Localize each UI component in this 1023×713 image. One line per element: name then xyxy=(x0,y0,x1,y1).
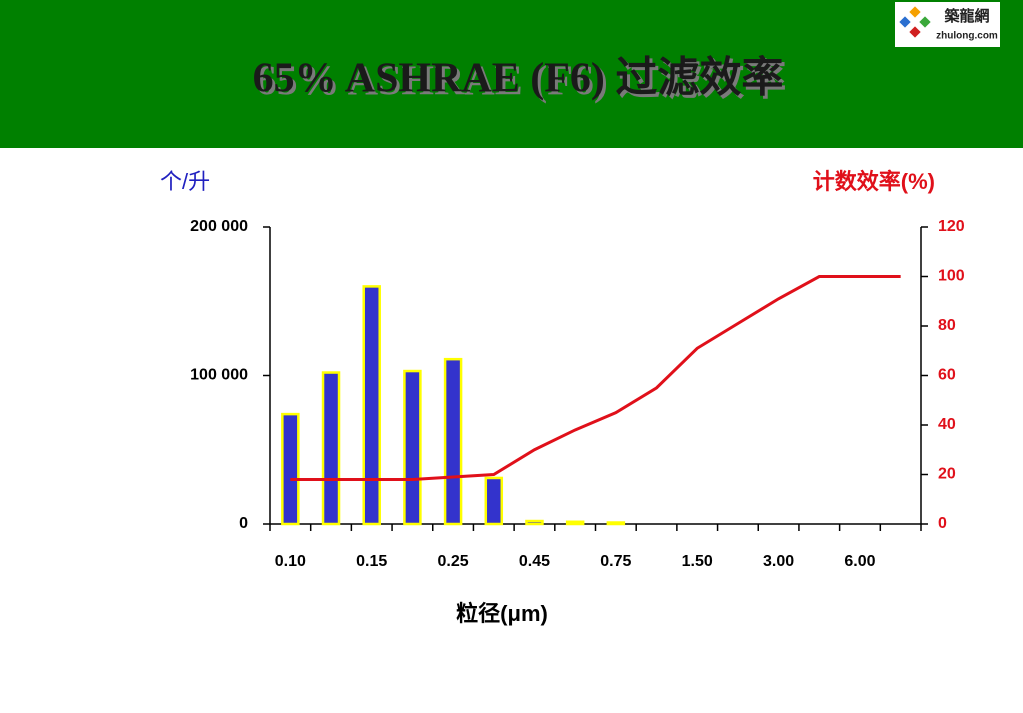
bar xyxy=(484,476,504,526)
y-axis-label: 个/升 xyxy=(160,169,210,194)
y2-tick-label: 20 xyxy=(938,466,956,483)
x-tick-label: 0.25 xyxy=(438,553,469,570)
x-axis-label: 粒径(μm) xyxy=(456,601,548,626)
x-tick-label: 0.10 xyxy=(275,553,306,570)
y2-tick-label: 60 xyxy=(938,367,956,384)
bar xyxy=(321,371,341,526)
bar xyxy=(606,521,626,526)
y2-tick-label: 120 xyxy=(938,218,965,235)
logo-url: zhulong.com xyxy=(936,31,998,42)
chart-title: 65% ASHRAE (F6) 过滤效率 xyxy=(253,55,784,102)
y2-axis-label: 计数效率(%) xyxy=(813,169,935,194)
bar xyxy=(525,519,544,526)
bar xyxy=(362,285,381,526)
y-tick-label: 200 000 xyxy=(190,218,248,235)
bar xyxy=(565,520,585,526)
y2-tick-label: 100 xyxy=(938,268,965,285)
y2-tick-label: 80 xyxy=(938,317,956,334)
x-tick-label: 0.15 xyxy=(356,553,387,570)
line xyxy=(290,275,901,481)
x-tick-label: 0.75 xyxy=(600,553,631,570)
y2-tick-label: 0 xyxy=(938,515,947,532)
y-tick-label: 0 xyxy=(239,515,248,532)
bar xyxy=(403,369,422,526)
x-tick-label: 6.00 xyxy=(844,553,875,570)
logo: 築龍網 zhulong.com xyxy=(895,2,1000,47)
y2-tick-label: 40 xyxy=(938,416,956,433)
x-tick-label: 0.45 xyxy=(519,553,550,570)
logo-name: 築龍網 xyxy=(943,7,989,25)
bar xyxy=(443,357,463,526)
y-tick-label: 100 000 xyxy=(190,367,248,384)
x-tick-label: 3.00 xyxy=(763,553,794,570)
header-band xyxy=(0,0,1023,148)
bar xyxy=(281,412,300,526)
x-tick-label: 1.50 xyxy=(682,553,713,570)
